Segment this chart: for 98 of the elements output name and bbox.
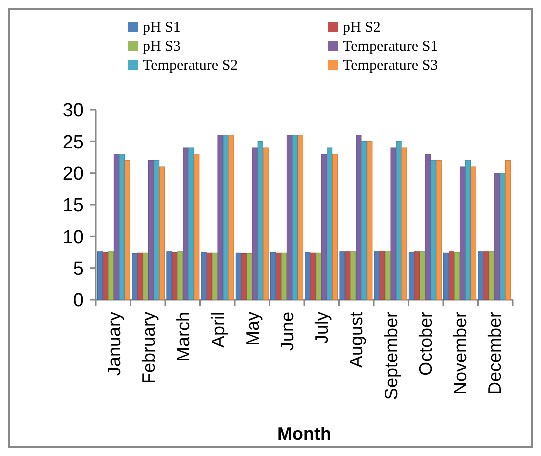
y-tick-label: 0 <box>73 290 84 312</box>
bar <box>188 148 194 300</box>
bar <box>276 252 282 300</box>
bar <box>465 160 472 300</box>
bar <box>332 154 338 300</box>
bar <box>367 141 373 300</box>
x-tick-label: April <box>208 312 228 348</box>
bar <box>454 252 460 300</box>
x-tick-label: December <box>485 312 506 396</box>
x-tick-label: January <box>104 312 124 376</box>
bar <box>201 252 207 300</box>
y-tick-label: 5 <box>73 258 84 280</box>
x-tick-label: June <box>277 312 298 352</box>
bar <box>246 254 252 300</box>
bar <box>345 252 351 300</box>
legend-label: pH S1 <box>143 20 181 36</box>
bar <box>178 252 184 300</box>
legend-label: pH S3 <box>143 39 181 55</box>
bar <box>292 135 298 300</box>
bar <box>206 252 212 300</box>
bar <box>470 166 477 300</box>
bar <box>390 148 396 300</box>
bar <box>252 148 258 300</box>
x-tick-label: March <box>174 312 194 362</box>
bar <box>396 141 402 300</box>
bar <box>223 135 229 300</box>
legend-label: Temperature S1 <box>343 39 438 55</box>
x-axis-title: Month <box>278 424 332 444</box>
bar <box>460 166 466 300</box>
bar <box>449 252 455 300</box>
y-tick-label: 25 <box>62 132 84 154</box>
x-tick-label: July <box>312 312 332 344</box>
bar <box>414 252 420 300</box>
bar <box>138 252 144 300</box>
bar <box>489 252 495 300</box>
bar <box>108 252 114 300</box>
bar <box>444 252 450 300</box>
bar <box>258 141 264 300</box>
bar <box>322 154 328 300</box>
bar <box>228 135 234 300</box>
y-tick-label: 15 <box>62 196 84 217</box>
legend-label: Temperature S2 <box>143 58 238 74</box>
bar <box>362 141 368 300</box>
legend-label: Temperature S3 <box>343 58 438 74</box>
bar <box>172 252 178 300</box>
legend-label: pH S2 <box>343 20 381 36</box>
bar <box>241 254 247 300</box>
bar <box>154 160 160 300</box>
bar <box>305 252 311 300</box>
y-tick-label: 10 <box>62 227 84 248</box>
bar <box>350 252 356 300</box>
y-tick-label: 30 <box>62 100 84 122</box>
bar <box>194 154 200 300</box>
bar <box>212 252 218 300</box>
bar <box>218 135 224 300</box>
bar <box>124 160 130 300</box>
bar <box>114 154 120 300</box>
bar <box>430 160 436 300</box>
bar <box>436 160 442 300</box>
bar <box>298 135 304 300</box>
bar <box>281 252 288 300</box>
bar <box>236 252 242 300</box>
bar <box>408 252 415 300</box>
bar <box>402 148 408 300</box>
bar <box>500 173 506 300</box>
bar <box>143 252 149 300</box>
bar <box>286 135 293 300</box>
bar <box>148 160 154 300</box>
bar <box>183 148 189 300</box>
bar <box>102 252 109 300</box>
bar <box>119 154 125 300</box>
x-tick-label: September <box>381 312 402 400</box>
bar <box>425 154 431 300</box>
x-tick-label: August <box>346 312 367 368</box>
bar <box>270 252 276 300</box>
bar <box>316 252 322 300</box>
bar <box>356 135 362 300</box>
x-tick-label: October <box>416 312 436 376</box>
bar <box>374 250 380 300</box>
x-tick-label: November <box>450 312 471 396</box>
bar <box>159 166 166 300</box>
bar <box>166 252 172 300</box>
x-tick-label: February <box>139 312 160 384</box>
bar <box>494 173 500 300</box>
bar <box>327 148 333 300</box>
bar <box>484 252 490 300</box>
bar <box>420 252 426 300</box>
bar <box>478 252 484 300</box>
bar <box>340 252 346 300</box>
x-tick-label: May <box>242 312 263 346</box>
bar <box>506 160 512 300</box>
bar <box>380 250 386 300</box>
bar <box>385 250 391 300</box>
bar <box>132 254 138 300</box>
bar <box>97 252 104 300</box>
bar <box>310 252 316 300</box>
bar <box>263 148 269 300</box>
y-tick-label: 20 <box>62 164 84 185</box>
